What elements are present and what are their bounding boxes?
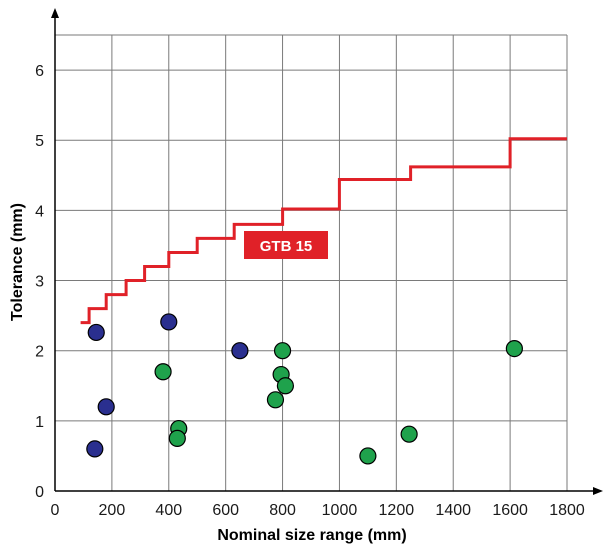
y-tick-label: 6	[35, 63, 44, 80]
y-axis-arrow-icon	[51, 8, 59, 18]
y-tick-label: 3	[35, 274, 44, 291]
y-tick-label: 1	[35, 414, 44, 431]
blue-data-point	[97, 398, 115, 416]
green-data-point	[273, 342, 292, 360]
x-tick-label: 0	[51, 502, 60, 519]
gtb-label-box	[244, 231, 328, 259]
y-axis-title: Tolerance (mm)	[9, 203, 26, 321]
blue-data-point	[231, 342, 249, 360]
x-tick-label: 600	[212, 502, 239, 519]
y-tick-label: 0	[35, 484, 44, 501]
x-axis-title: Nominal size range (mm)	[217, 527, 406, 544]
axes	[51, 8, 603, 495]
x-tick-label: 200	[99, 502, 126, 519]
data-points	[86, 313, 523, 465]
x-tick-label: 1400	[435, 502, 471, 519]
y-tick-label: 4	[35, 203, 44, 220]
green-data-point	[276, 377, 294, 395]
green-data-point	[154, 363, 172, 381]
x-axis-arrow-icon	[593, 487, 603, 495]
green-data-point	[266, 391, 285, 409]
green-data-point	[168, 429, 186, 447]
grid	[55, 34, 568, 491]
gtb-line-layer	[80, 137, 567, 325]
tick-labels: 0 200 400 600 800 1000 1200 1400 1600 1800 0 1 2 3 4 5 6	[35, 63, 585, 519]
x-tick-label: 1800	[549, 502, 585, 519]
gtb-label: GTB 15	[260, 238, 313, 255]
blue-data-point	[160, 313, 178, 331]
x-tick-label: 1200	[379, 502, 415, 519]
green-data-point	[505, 339, 523, 358]
gtb-step-line	[80, 137, 567, 325]
blue-data-point	[87, 323, 105, 342]
x-tick-label: 1000	[322, 502, 358, 519]
green-data-point	[400, 425, 418, 443]
green-data-point	[359, 447, 377, 465]
blue-data-point	[86, 440, 104, 458]
x-tick-label: 1600	[492, 502, 528, 519]
y-tick-label: 2	[35, 344, 44, 361]
y-tick-label: 5	[35, 133, 44, 150]
annotation-layer: GTB 15	[244, 231, 328, 259]
x-tick-label: 800	[269, 502, 296, 519]
x-tick-label: 400	[155, 502, 182, 519]
